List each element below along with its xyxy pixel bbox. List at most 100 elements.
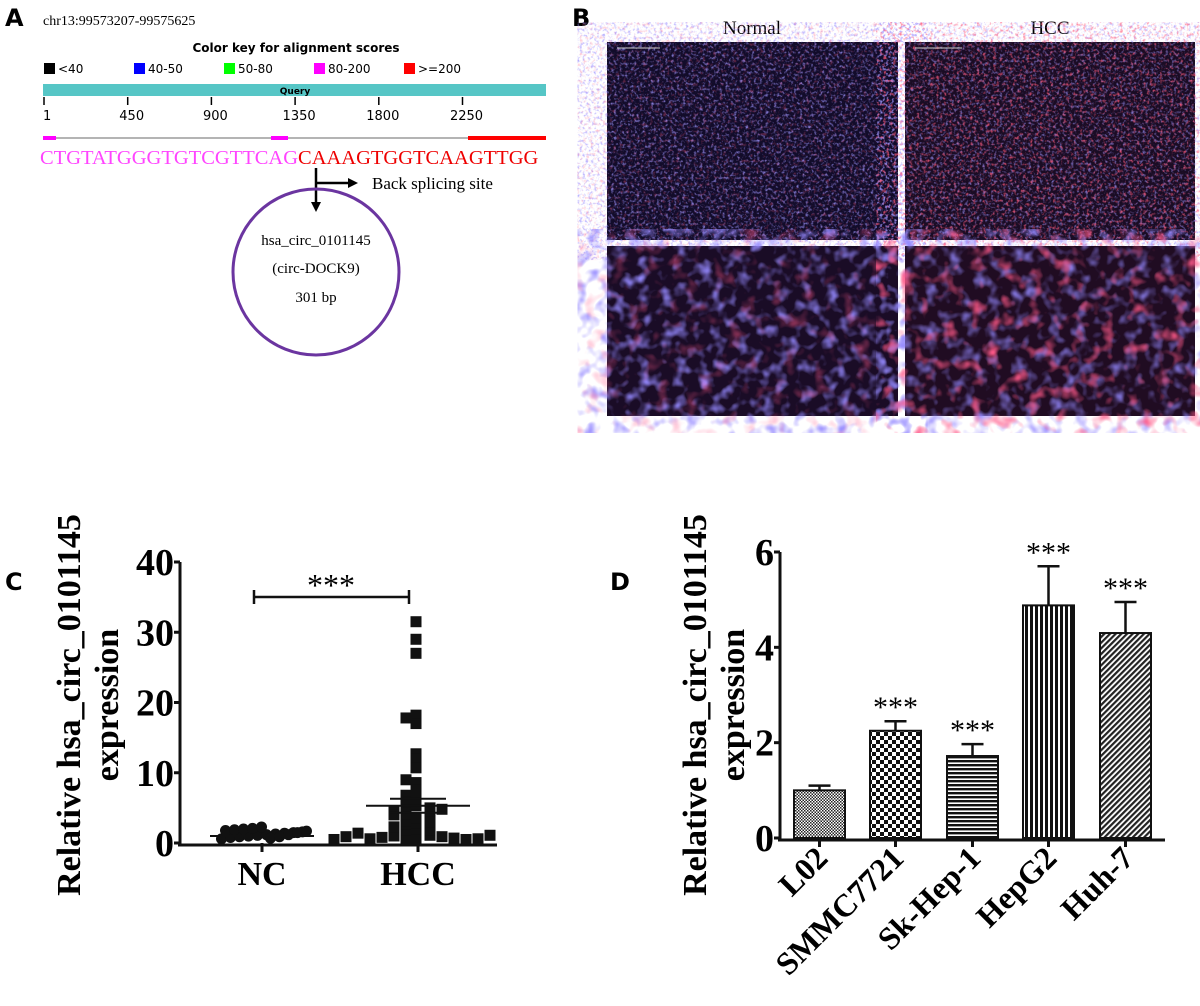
back-splicing-label: Back splicing site [372, 174, 493, 193]
data-point-hcc [424, 824, 436, 836]
data-point-hcc [410, 709, 422, 721]
column-header-hcc: HCC [1030, 18, 1069, 39]
bar-l02 [793, 789, 846, 839]
y-tick-label: 40 [136, 542, 174, 584]
ruler-label: 1 [43, 109, 51, 124]
data-point-hcc [400, 796, 412, 808]
alignment-hit-80-200 [43, 136, 56, 140]
data-point-hcc [410, 777, 422, 789]
data-point-hcc [388, 809, 400, 821]
color-key-legend: <40 40-50 50-80 80-200 >=200 [44, 62, 461, 76]
significance-label: *** [1026, 536, 1071, 569]
arrow-head-icon [311, 202, 321, 212]
data-point-hcc [400, 789, 412, 801]
data-point-hcc [400, 812, 412, 824]
y-axis-label-line1: Relative hsa_circ_0101145 [677, 514, 714, 896]
color-key-title: Color key for alignment scores [192, 41, 399, 55]
data-point-nc [247, 822, 258, 834]
circrna-name: hsa_circ_0101145 [261, 233, 370, 249]
y-tick-label: 2 [755, 723, 774, 765]
bar-hepg2 [1022, 604, 1075, 839]
data-point-hcc [410, 828, 422, 840]
data-point-hcc [400, 819, 412, 831]
panel-letter-a: A [5, 4, 24, 32]
panel-c: C Relative hsa_circ_0101145 expression 0… [5, 514, 497, 896]
data-point-hcc [436, 831, 448, 843]
bar-smmc7721 [869, 729, 922, 839]
x-tick-label: NC [237, 856, 286, 893]
color-key-label: 40-50 [148, 62, 183, 76]
data-point-hcc [388, 821, 400, 833]
color-key-label: >=200 [418, 62, 461, 76]
color-key-swatch [224, 63, 235, 74]
y-axis-label-line2: expression [715, 629, 752, 781]
data-point-hcc [400, 774, 412, 786]
data-point-hcc [436, 803, 448, 815]
panel-letter-d: D [610, 568, 630, 596]
x-tick-label: L02 [771, 839, 834, 902]
data-point-hcc [410, 718, 422, 730]
data-point-hcc [410, 813, 422, 825]
color-key-swatch [44, 63, 55, 74]
ruler-label: 450 [119, 109, 144, 124]
data-point-hcc [400, 835, 412, 847]
x-tick-label: HCC [380, 856, 456, 893]
position-ruler: 1 450 900 1350 1800 2250 [43, 97, 483, 124]
fish-image-normal-high-mag [607, 246, 898, 416]
fish-image-hcc-high-mag [905, 246, 1195, 416]
alignment-hit-80-200 [271, 136, 288, 140]
panel-a: A chr13:99573207-99575625 Color key for … [5, 4, 546, 357]
significance-label: *** [873, 691, 918, 724]
circrna-alias: (circ-DOCK9) [272, 261, 359, 277]
data-point-hcc [376, 831, 388, 843]
y-tick-label: 10 [136, 753, 174, 795]
x-tick-label: HepG2 [969, 839, 1064, 934]
data-point-hcc [410, 798, 422, 810]
panel-b: B Normal HCC [572, 4, 1195, 416]
ruler-label: 1800 [366, 109, 399, 124]
data-point-hcc [484, 829, 496, 841]
bar-sk-hep-1 [946, 755, 999, 839]
arrow-head-icon [348, 178, 358, 188]
x-tick-label: Huh-7 [1053, 839, 1140, 926]
data-point-hcc [400, 712, 412, 724]
y-tick-label: 6 [755, 532, 774, 574]
junction-sequence: CTGTATGGGTGTCGTTCAGCAAAGTGGTCAAGTTGG [40, 147, 538, 169]
color-key-label: <40 [58, 62, 83, 76]
panel-letter-c: C [5, 568, 23, 596]
color-key-swatch [134, 63, 145, 74]
color-key-swatch [314, 63, 325, 74]
significance-label: *** [307, 567, 355, 603]
y-tick-label: 4 [755, 627, 774, 669]
data-point-hcc [460, 833, 472, 845]
data-point-hcc [364, 833, 376, 845]
y-tick-label: 20 [136, 683, 174, 725]
data-point-hcc [410, 834, 422, 846]
sequence-downstream: CAAAGTGGTCAAGTTGG [298, 147, 538, 169]
data-point-hcc [340, 831, 352, 843]
y-axis-label-line2: expression [89, 629, 126, 781]
ruler-label: 1350 [283, 109, 316, 124]
circrna-circle [231, 187, 401, 357]
data-point-nc [220, 824, 231, 836]
column-header-normal: Normal [723, 18, 781, 39]
circrna-size: 301 bp [295, 290, 336, 306]
query-label: Query [280, 87, 311, 97]
color-key-swatch [404, 63, 415, 74]
data-point-hcc [388, 830, 400, 842]
data-point-hcc [424, 816, 436, 828]
y-axis-label-line1: Relative hsa_circ_0101145 [51, 514, 88, 896]
data-point-hcc [410, 762, 422, 774]
data-point-nc [301, 825, 312, 837]
query-bar [43, 84, 546, 96]
data-point-hcc [410, 753, 422, 765]
y-tick-label: 30 [136, 612, 174, 654]
ruler-label: 900 [203, 109, 228, 124]
data-point-hcc [424, 802, 436, 814]
significance-label: *** [950, 714, 995, 747]
ruler-label: 2250 [450, 109, 483, 124]
y-tick-label: 0 [155, 823, 174, 865]
data-point-hcc [328, 833, 340, 845]
fish-image-normal-low-mag [607, 42, 898, 240]
